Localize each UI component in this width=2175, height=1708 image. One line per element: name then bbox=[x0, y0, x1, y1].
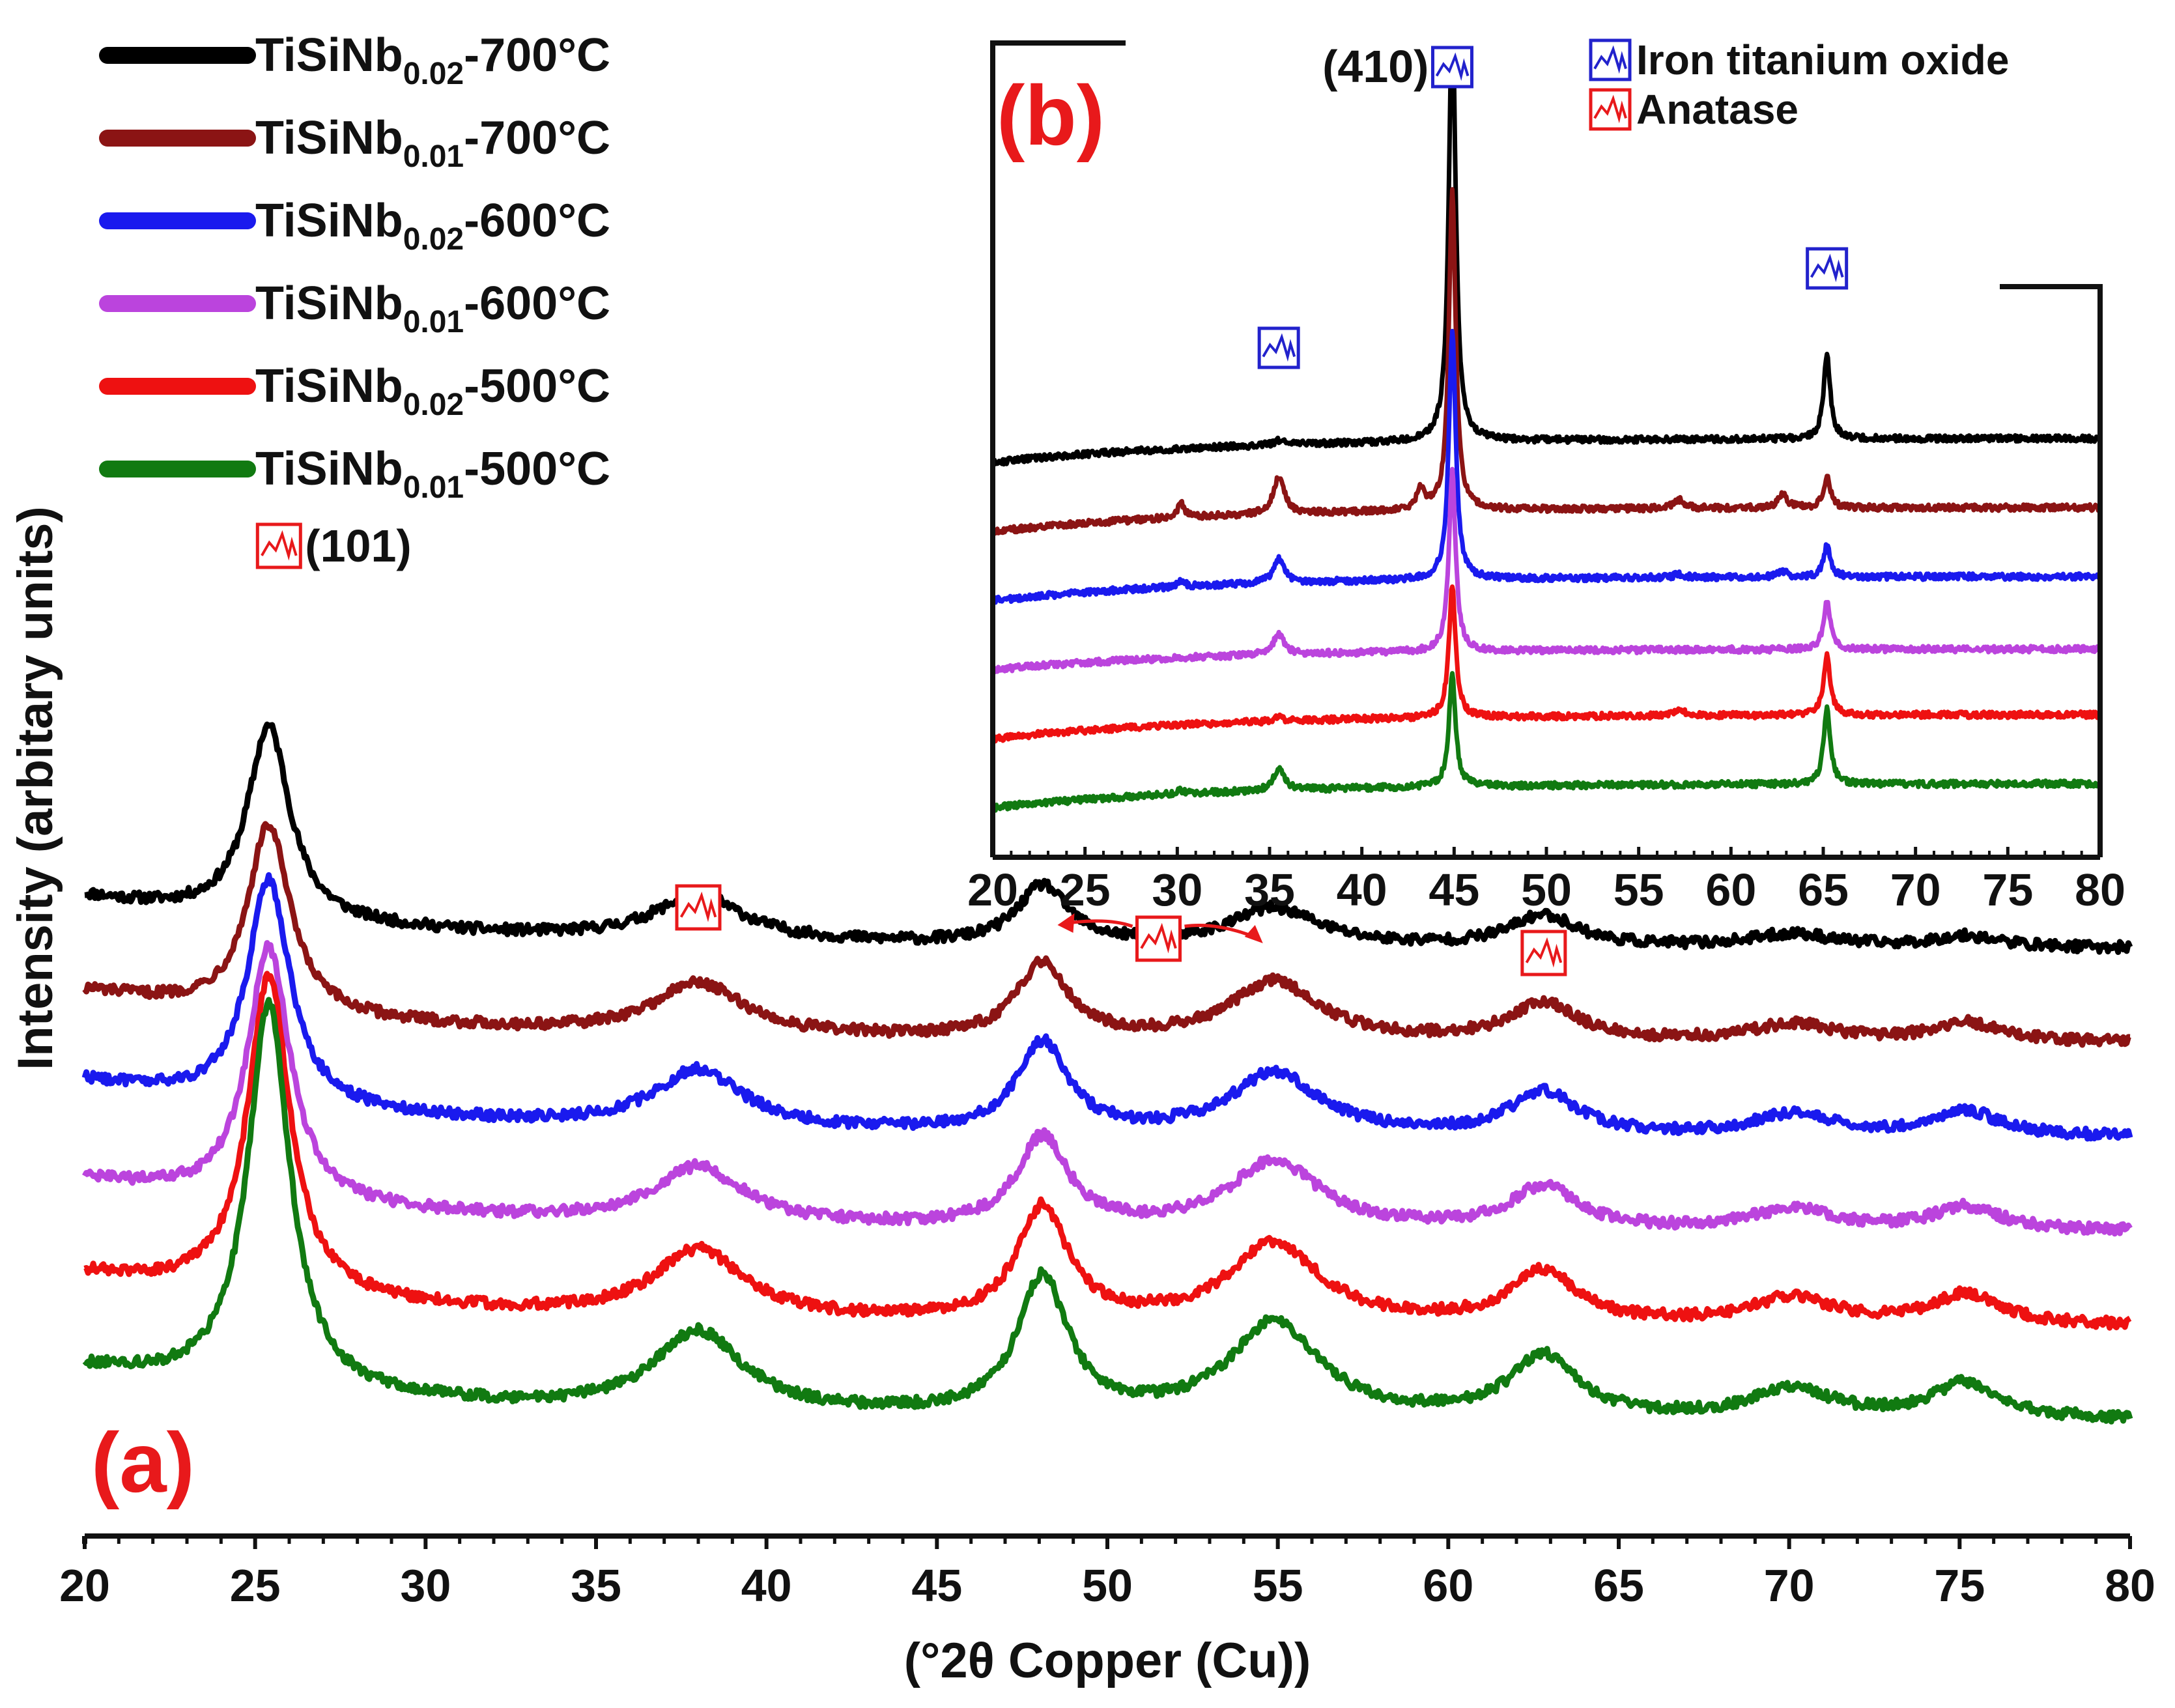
panel-b-inset: 20 25 30 35 40 45 50 55 60 65 70 75 80 (b) (410) Iro… bbox=[967, 36, 2125, 915]
panel-b-tick-label: 40 bbox=[1337, 864, 1387, 915]
anatase-marker-48-55 bbox=[1135, 915, 1182, 962]
panel-b-series-2 bbox=[991, 187, 2102, 536]
anatase-marker-63 bbox=[1520, 930, 1567, 976]
anatase-arrows bbox=[1057, 913, 1263, 943]
panel-a-traces bbox=[81, 721, 2133, 1425]
peak-label-101: (101) bbox=[305, 520, 411, 571]
inset-legend-marker bbox=[1589, 38, 1632, 81]
panel-b-tick-label: 35 bbox=[1244, 864, 1295, 915]
panel-b-series-1 bbox=[990, 60, 2102, 467]
panel-b-series-5 bbox=[990, 584, 2102, 744]
legend-label: TiSiNb0.01-500°C bbox=[255, 443, 610, 505]
panel-a-tick-label: 35 bbox=[571, 1560, 621, 1611]
legend-entry: TiSiNb0.02-600°C bbox=[99, 195, 610, 257]
iron-titanium-oxide-marker-35 bbox=[1257, 326, 1300, 369]
iron-titanium-oxide-marker-65 bbox=[1806, 247, 1849, 290]
panel-b-label: (b) bbox=[997, 68, 1105, 163]
panel-b-series-6 bbox=[991, 671, 2103, 813]
panel-a-tick-label: 75 bbox=[1934, 1560, 1985, 1611]
panel-b-series-3 bbox=[991, 328, 2102, 605]
legend-entry: TiSiNb0.01-600°C bbox=[99, 278, 610, 339]
panel-a-tick-label: 70 bbox=[1764, 1560, 1815, 1611]
peak-label-410: (410) bbox=[1322, 41, 1429, 92]
panel-a-y-axis-title: Intensity (arbitary units) bbox=[8, 506, 63, 1070]
panel-a-series-3 bbox=[81, 872, 2133, 1142]
inset-legend-entry: Iron titanium oxide bbox=[1589, 36, 2009, 83]
panel-a-tick-label: 30 bbox=[400, 1560, 451, 1611]
panel-a-label: (a) bbox=[91, 1415, 195, 1510]
panel-b-tick-label: 55 bbox=[1613, 864, 1664, 915]
panel-a-tick-label: 20 bbox=[59, 1560, 110, 1611]
legend-label: TiSiNb0.02-700°C bbox=[255, 29, 610, 91]
panel-b-tick-label: 75 bbox=[1982, 864, 2033, 915]
iron-titanium-oxide-marker-410 bbox=[1431, 46, 1473, 89]
panel-a-tick-label: 55 bbox=[1253, 1560, 1303, 1611]
panel-a-tick-label: 50 bbox=[1082, 1560, 1133, 1611]
panel-a-tick-label: 60 bbox=[1423, 1560, 1473, 1611]
panel-a-legend: TiSiNb0.02-700°C TiSiNb0.01-700°C TiSiNb0.… bbox=[99, 29, 610, 505]
panel-b-tick-label: 50 bbox=[1521, 864, 1572, 915]
panel-b-tick-label: 25 bbox=[1060, 864, 1111, 915]
legend-entry: TiSiNb0.02-500°C bbox=[99, 360, 610, 422]
panel-a-x-axis-title: (°2θ Copper (Cu)) bbox=[904, 1633, 1311, 1688]
inset-legend-marker bbox=[1589, 88, 1632, 131]
panel-a-series-5 bbox=[83, 971, 2132, 1331]
panel-a: 20 25 30 35 40 45 50 55 60 65 70 75 80 (°2θ Copper (… bbox=[8, 29, 2155, 1688]
legend-label: TiSiNb0.02-500°C bbox=[255, 360, 610, 422]
panel-b-series-4 bbox=[990, 466, 2102, 674]
panel-a-series-4 bbox=[82, 940, 2133, 1237]
legend-entry: TiSiNb0.01-500°C bbox=[99, 443, 610, 505]
inset-legend-label: Anatase bbox=[1636, 86, 1798, 133]
panel-a-tick-label: 45 bbox=[911, 1560, 962, 1611]
panel-a-series-6 bbox=[82, 997, 2133, 1425]
panel-b-tick-label: 70 bbox=[1890, 864, 1941, 915]
legend-entry: TiSiNb0.01-700°C bbox=[99, 112, 610, 174]
panel-a-tick-label: 65 bbox=[1593, 1560, 1644, 1611]
panel-b-tick-label: 45 bbox=[1429, 864, 1479, 915]
legend-entry: TiSiNb0.02-700°C bbox=[99, 29, 610, 91]
panel-a-tick-label: 80 bbox=[2105, 1560, 2155, 1611]
panel-b-tick-label: 65 bbox=[1798, 864, 1849, 915]
panel-a-series-2 bbox=[82, 821, 2131, 1048]
panel-b-tick-label: 80 bbox=[2075, 864, 2125, 915]
inset-legend-label: Iron titanium oxide bbox=[1636, 36, 2009, 83]
panel-a-series-1 bbox=[83, 721, 2133, 955]
legend-label: TiSiNb0.01-700°C bbox=[255, 112, 610, 174]
legend-label: TiSiNb0.01-600°C bbox=[255, 278, 610, 339]
panel-a-x-ticks: 20 25 30 35 40 45 50 55 60 65 70 75 80 bbox=[59, 1536, 2155, 1611]
inset-legend-entry: Anatase bbox=[1589, 86, 1798, 133]
panel-b-traces bbox=[990, 60, 2103, 813]
anatase-marker-101 bbox=[255, 522, 302, 569]
panel-a-tick-label: 40 bbox=[741, 1560, 792, 1611]
panel-b-annotations: (410) bbox=[1257, 41, 1849, 369]
panel-b-x-ticks: 20 25 30 35 40 45 50 55 60 65 70 75 80 bbox=[967, 847, 2125, 915]
panel-b-tick-label: 20 bbox=[967, 864, 1018, 915]
panel-b-tick-label: 30 bbox=[1152, 864, 1202, 915]
panel-b-tick-label: 60 bbox=[1705, 864, 1756, 915]
anatase-marker-38 bbox=[675, 884, 722, 931]
panel-a-tick-label: 25 bbox=[230, 1560, 281, 1611]
panel-a-annotations: (101) bbox=[255, 520, 1567, 976]
legend-label: TiSiNb0.02-600°C bbox=[255, 195, 610, 257]
